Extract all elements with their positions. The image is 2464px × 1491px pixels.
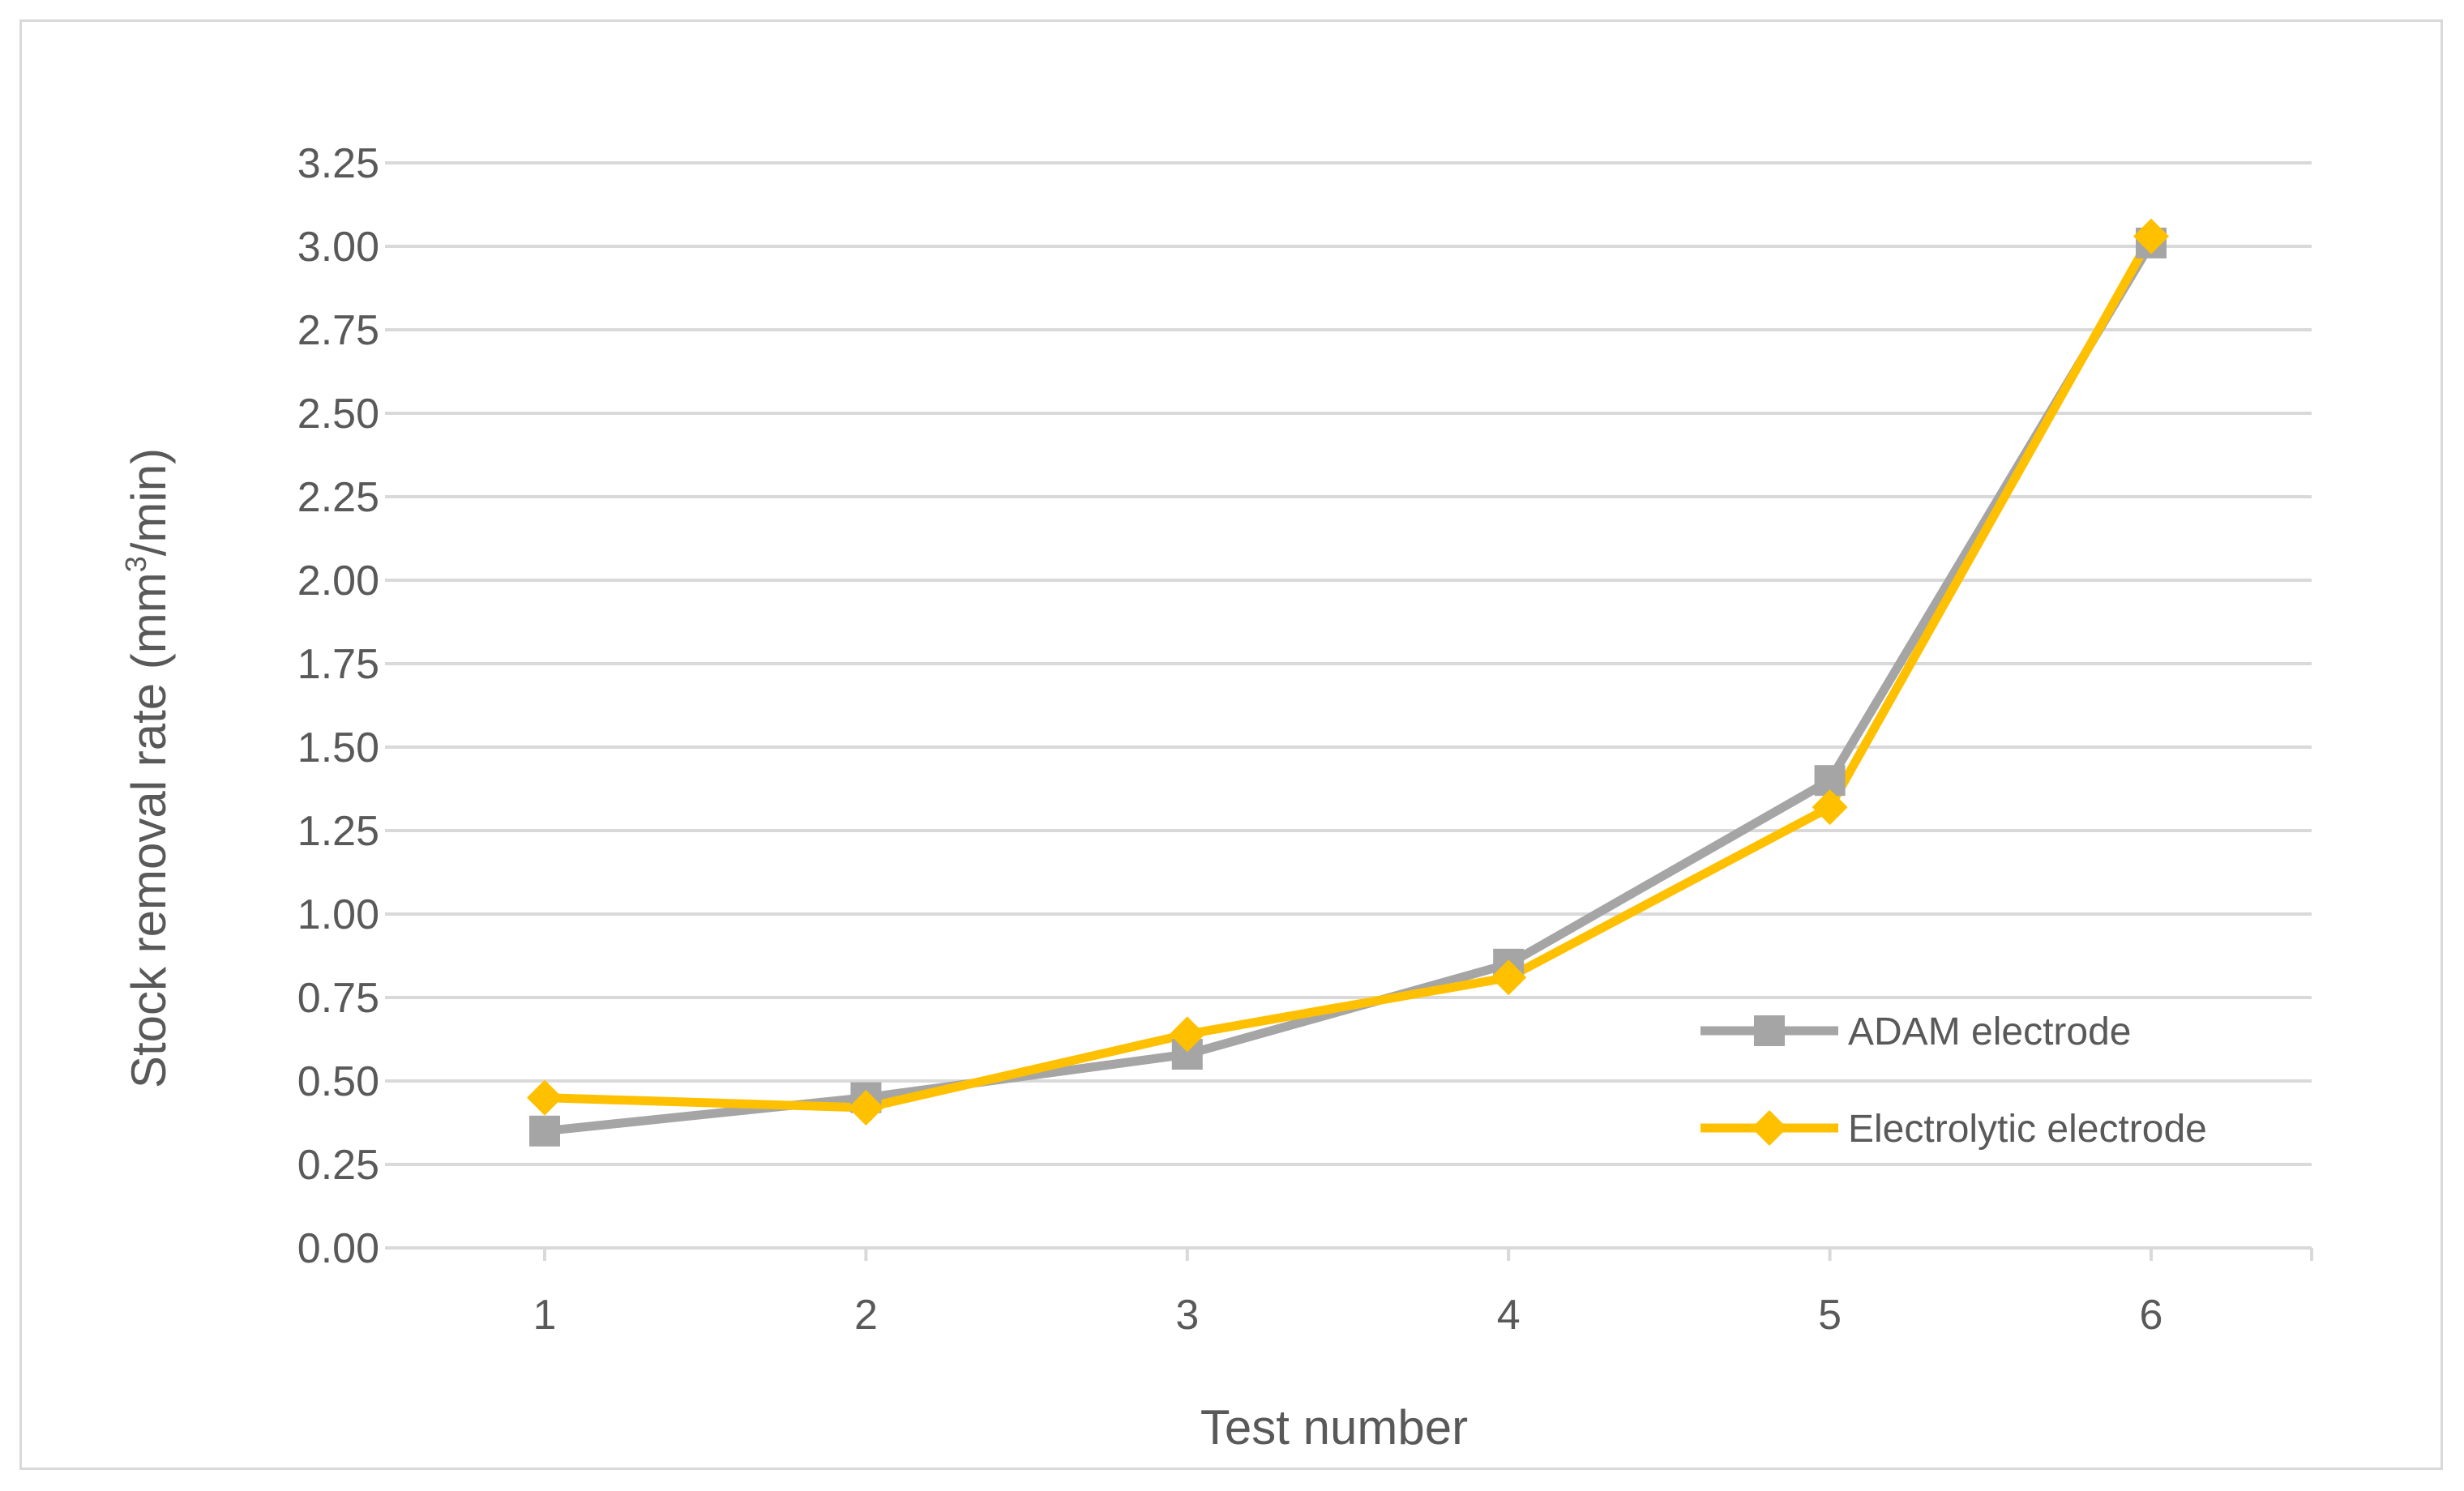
legend-label-electrolytic: Electrolytic electrode xyxy=(1848,1108,2207,1151)
y-tick-label: 1.25 xyxy=(297,808,379,855)
y-tick-label: 0.25 xyxy=(297,1142,379,1189)
x-axis xyxy=(385,1246,2313,1261)
legend-swatch-adam-marker xyxy=(1754,1015,1785,1046)
x-tick-label: 1 xyxy=(533,1292,557,1339)
x-axis-title: Test number xyxy=(1200,1400,1468,1455)
y-axis-title-superscript: 3 xyxy=(119,556,152,572)
y-axis-tick-labels: 0.00 0.25 0.50 0.75 1.00 1.25 1.50 1.75 2.00 2.25… xyxy=(297,140,379,1272)
data-point-electrolytic xyxy=(1491,959,1527,996)
y-tick-label: 3.25 xyxy=(297,140,379,187)
y-tick-label: 1.00 xyxy=(297,891,379,938)
grid-lines xyxy=(385,161,2312,1166)
x-tick-label: 6 xyxy=(2140,1292,2163,1339)
series-line-electrolytic xyxy=(540,232,2156,1113)
y-axis-title: Stock removal rate (mm3/min) xyxy=(119,448,176,1088)
y-tick-label: 2.25 xyxy=(297,474,379,521)
data-point-electrolytic xyxy=(2133,218,2169,254)
y-tick-label: 3.00 xyxy=(297,224,379,271)
chart-frame xyxy=(19,19,2443,1470)
legend-entry-electrolytic: Electrolytic electrode xyxy=(1700,1108,2207,1151)
x-tick-label: 2 xyxy=(854,1292,878,1339)
y-tick-label: 2.00 xyxy=(297,558,379,605)
y-tick-label: 1.75 xyxy=(297,641,379,688)
y-axis-title-main: Stock removal rate (mm xyxy=(122,572,176,1088)
series-lines xyxy=(540,232,2156,1136)
y-tick-label: 0.00 xyxy=(297,1225,379,1272)
data-point-electrolytic xyxy=(527,1079,563,1116)
legend: ADAM electrode Electrolytic electrode xyxy=(1700,1010,2207,1151)
data-point-electrolytic xyxy=(1169,1016,1205,1053)
legend-label-adam: ADAM electrode xyxy=(1848,1010,2131,1053)
x-tick-label: 5 xyxy=(1818,1292,1842,1339)
data-point-electrolytic xyxy=(1812,789,1848,826)
data-point-adam xyxy=(529,1115,560,1147)
y-tick-label: 2.50 xyxy=(297,391,379,438)
y-tick-label: 1.50 xyxy=(297,724,379,771)
x-tick-label: 4 xyxy=(1497,1292,1521,1339)
y-tick-label: 2.75 xyxy=(297,307,379,354)
series-markers xyxy=(527,218,2169,1147)
data-point-electrolytic xyxy=(848,1089,884,1126)
legend-swatch-electrolytic-marker xyxy=(1752,1110,1787,1146)
y-tick-label: 0.75 xyxy=(297,975,379,1022)
y-tick-label: 0.50 xyxy=(297,1058,379,1105)
x-tick-label: 3 xyxy=(1175,1292,1199,1339)
x-axis-tick-labels: 1 2 3 4 5 6 xyxy=(533,1292,2163,1339)
y-axis-title-tail: /min) xyxy=(122,448,176,556)
legend-entry-adam: ADAM electrode xyxy=(1700,1010,2131,1053)
